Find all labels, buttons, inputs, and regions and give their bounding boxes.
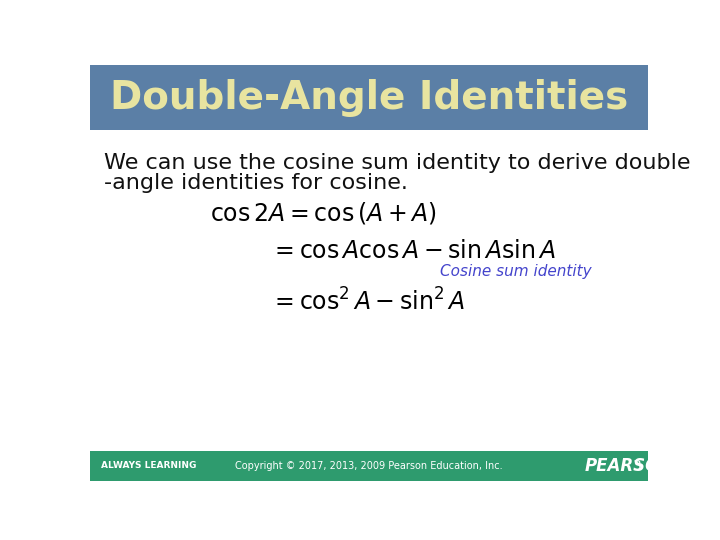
FancyBboxPatch shape bbox=[90, 451, 648, 481]
FancyBboxPatch shape bbox=[90, 65, 648, 130]
Text: $= \cos^2 A - \sin^2 A$: $= \cos^2 A - \sin^2 A$ bbox=[270, 288, 464, 315]
Text: Copyright © 2017, 2013, 2009 Pearson Education, Inc.: Copyright © 2017, 2013, 2009 Pearson Edu… bbox=[235, 461, 503, 471]
Text: Double-Angle Identities: Double-Angle Identities bbox=[110, 79, 628, 117]
Text: Cosine sum identity: Cosine sum identity bbox=[441, 264, 592, 279]
Text: $\cos 2A = \cos\left(A + A\right)$: $\cos 2A = \cos\left(A + A\right)$ bbox=[210, 200, 437, 226]
Text: -angle identities for cosine.: -angle identities for cosine. bbox=[104, 173, 408, 193]
Text: We can use the cosine sum identity to derive double: We can use the cosine sum identity to de… bbox=[104, 153, 690, 173]
Text: PEARSON: PEARSON bbox=[585, 457, 674, 475]
Text: $= \cos A\cos A - \sin A\sin A$: $= \cos A\cos A - \sin A\sin A$ bbox=[270, 239, 555, 263]
Text: 3: 3 bbox=[633, 459, 642, 473]
Text: ALWAYS LEARNING: ALWAYS LEARNING bbox=[101, 462, 197, 470]
